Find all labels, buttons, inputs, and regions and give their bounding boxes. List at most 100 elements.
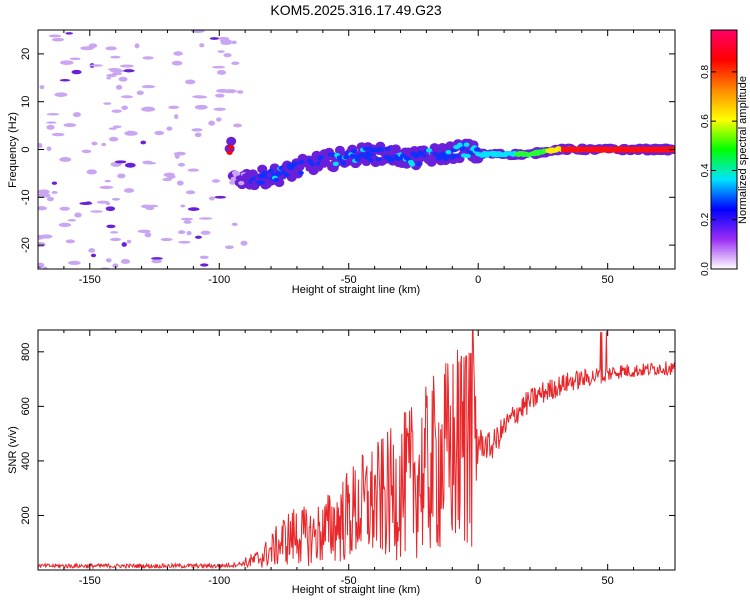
noise-blob	[99, 185, 114, 189]
noise-blob	[217, 50, 225, 53]
noise-blob	[151, 257, 163, 260]
noise-blob	[236, 90, 244, 94]
signal-core	[463, 142, 470, 147]
signal-core	[442, 156, 449, 161]
noise-blob	[38, 262, 45, 268]
noise-blob	[171, 60, 183, 66]
colorbar-tick-label: 0.0	[700, 262, 711, 276]
signal-core	[473, 147, 480, 152]
noise-blob	[114, 160, 127, 164]
noise-blob	[141, 84, 156, 89]
noise-blob	[223, 89, 237, 94]
noise-blob	[105, 46, 117, 51]
noise-blob	[117, 173, 126, 179]
noise-blob	[38, 234, 45, 240]
noise-blob	[110, 55, 121, 59]
signal-core	[332, 161, 339, 167]
noise-blob	[180, 217, 194, 221]
noise-blob	[178, 240, 191, 244]
noise-blob	[90, 253, 97, 258]
noise-blob	[209, 196, 215, 201]
signal-core	[227, 144, 234, 150]
noise-blob	[89, 64, 103, 67]
noise-blob	[142, 56, 154, 60]
noise-blob	[48, 34, 62, 38]
noise-blob	[65, 32, 73, 35]
noise-blob	[123, 69, 135, 73]
noise-blob	[231, 40, 237, 45]
x-tick-label: -100	[208, 274, 230, 286]
noise-blob	[54, 92, 68, 97]
noise-blob	[116, 84, 123, 90]
signal-core	[418, 156, 425, 161]
noise-blob	[144, 232, 152, 238]
noise-blob	[38, 193, 51, 198]
noise-blob	[46, 146, 52, 152]
noise-blob	[88, 248, 96, 253]
signal-core	[464, 153, 471, 159]
colorbar-tick-label: 0.2	[700, 212, 711, 226]
signal-core	[384, 146, 391, 152]
x-tick-label: -100	[208, 575, 230, 587]
noise-blob	[154, 130, 165, 136]
signal-core	[300, 163, 307, 168]
spectrogram-xlabel: Height of straight line (km)	[292, 284, 420, 296]
noise-blob	[126, 130, 132, 136]
x-tick-label: -150	[79, 575, 101, 587]
y-tick-label: 0	[20, 146, 32, 152]
spectrogram-blobs	[38, 30, 675, 269]
noise-blob	[51, 181, 58, 185]
x-tick-label: 0	[475, 575, 481, 587]
noise-blob	[58, 222, 72, 228]
noise-blob	[112, 72, 123, 76]
signal-core	[450, 148, 457, 153]
noise-blob	[46, 196, 54, 202]
y-tick-label: 200	[20, 506, 32, 524]
noise-blob	[106, 77, 112, 80]
y-tick-label: 20	[20, 48, 32, 60]
signal-core	[375, 157, 382, 162]
noise-blob	[108, 127, 117, 130]
signal-core	[230, 176, 237, 182]
noise-blob	[63, 123, 77, 128]
y-tick-label: 600	[20, 397, 32, 415]
x-tick-label: 0	[475, 274, 481, 286]
signal-peak-band	[561, 146, 675, 153]
signal-core	[275, 172, 282, 177]
noise-blob	[194, 104, 208, 110]
y-tick-label: 10	[20, 96, 32, 108]
noise-blob	[212, 65, 226, 69]
noise-blob	[81, 149, 92, 154]
noise-blob	[141, 204, 152, 209]
noise-blob	[43, 266, 48, 269]
signal-core	[238, 180, 245, 186]
noise-blob	[141, 106, 156, 112]
y-tick-label: 800	[20, 343, 32, 361]
noise-blob	[215, 93, 225, 98]
signal-core	[381, 150, 388, 156]
signal-core	[363, 155, 370, 160]
noise-blob	[126, 239, 132, 244]
noise-blob	[51, 191, 58, 194]
signal-core	[340, 161, 347, 166]
chart-title: KOM5.2025.316.17.49.G23	[270, 2, 441, 18]
signal-core	[389, 150, 396, 156]
signal-core	[350, 148, 357, 154]
noise-blob	[137, 229, 151, 234]
signal-core	[339, 150, 346, 155]
x-tick-label: 50	[602, 274, 614, 286]
noise-blob	[151, 259, 163, 264]
snr-ticks: -150 -100 -50 0 50 200 400 600 800	[20, 330, 675, 587]
noise-blob	[65, 239, 75, 244]
snr-xlabel: Height of straight line (km)	[292, 584, 420, 596]
noise-blob	[214, 195, 227, 199]
colorbar-tick-label: 0.8	[700, 64, 711, 78]
snr-ylabel: SNR (v/v)	[7, 426, 19, 474]
noise-blob	[240, 240, 248, 246]
snr-frame	[37, 329, 676, 571]
noise-blob	[91, 141, 98, 146]
signal-core	[258, 180, 265, 185]
noise-blob	[109, 136, 119, 142]
